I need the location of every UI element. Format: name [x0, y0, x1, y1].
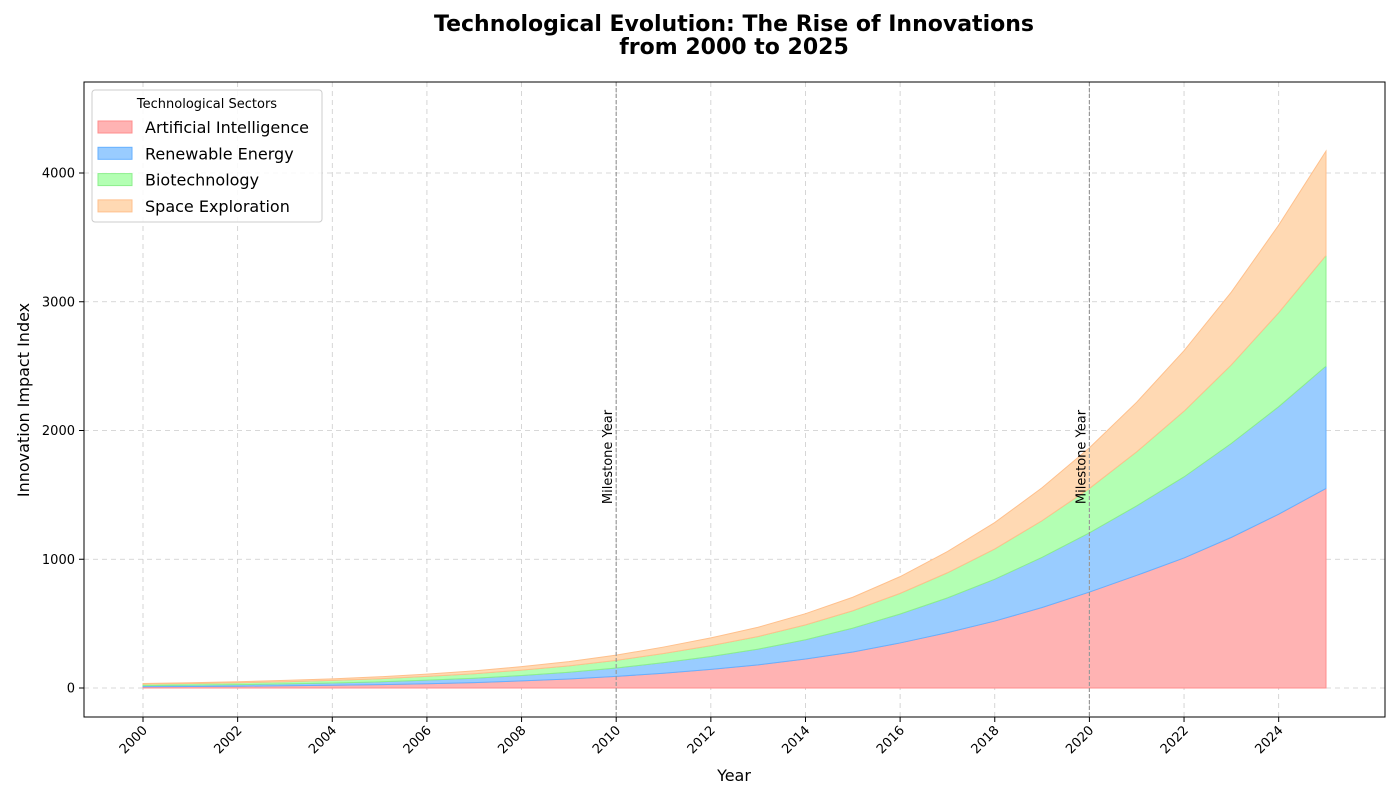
milestone-label: Milestone Year	[601, 409, 616, 504]
x-tick-label: 2022	[1158, 723, 1192, 757]
y-tick-label: 1000	[42, 553, 75, 568]
x-tick-label: 2008	[495, 723, 529, 757]
x-tick-label: 2014	[779, 723, 813, 757]
chart-title-line-1: Technological Evolution: The Rise of Inn…	[434, 12, 1034, 37]
legend-swatch	[97, 146, 133, 160]
legend-item-label: Renewable Energy	[145, 144, 294, 163]
space-exploration-area	[142, 149, 1327, 685]
legend-box	[91, 89, 323, 223]
x-tick-label: 2006	[401, 723, 435, 757]
x-tick-label: 2020	[1063, 723, 1097, 757]
legend-swatch	[97, 120, 133, 134]
y-axis-label: Innovation Impact Index	[14, 303, 33, 497]
x-tick-label: 2016	[874, 723, 908, 757]
legend-item-label: Artificial Intelligence	[145, 118, 309, 137]
legend-swatch	[97, 199, 133, 213]
stacked-areas	[142, 149, 1327, 689]
x-tick-label: 2000	[117, 723, 151, 757]
x-axis-label: Year	[716, 766, 751, 785]
x-tick-label: 2024	[1253, 723, 1287, 757]
y-tick-label: 0	[67, 682, 75, 697]
legend-title: Technological Sectors	[136, 97, 277, 112]
y-tick-label: 3000	[42, 295, 75, 310]
x-tick-label: 2004	[306, 723, 340, 757]
legend-item-label: Space Exploration	[145, 197, 290, 216]
milestone-annotations: Milestone Year Milestone Year	[601, 82, 1091, 717]
plot-frame	[83, 81, 1386, 718]
chart-title-line-2: from 2000 to 2025	[619, 35, 849, 60]
x-tick-label: 2002	[211, 723, 245, 757]
y-tick-label: 2000	[42, 424, 75, 439]
y-tick-label: 4000	[42, 167, 75, 182]
x-tick-label: 2012	[685, 723, 719, 757]
x-tick-label: 2010	[590, 723, 624, 757]
milestone-label: Milestone Year	[1074, 409, 1089, 504]
legend: Technological Sectors Artificial Intellig…	[91, 89, 323, 223]
x-tick-label: 2018	[969, 723, 1003, 757]
legend-swatch	[97, 173, 133, 187]
legend-item-label: Biotechnology	[145, 171, 259, 190]
